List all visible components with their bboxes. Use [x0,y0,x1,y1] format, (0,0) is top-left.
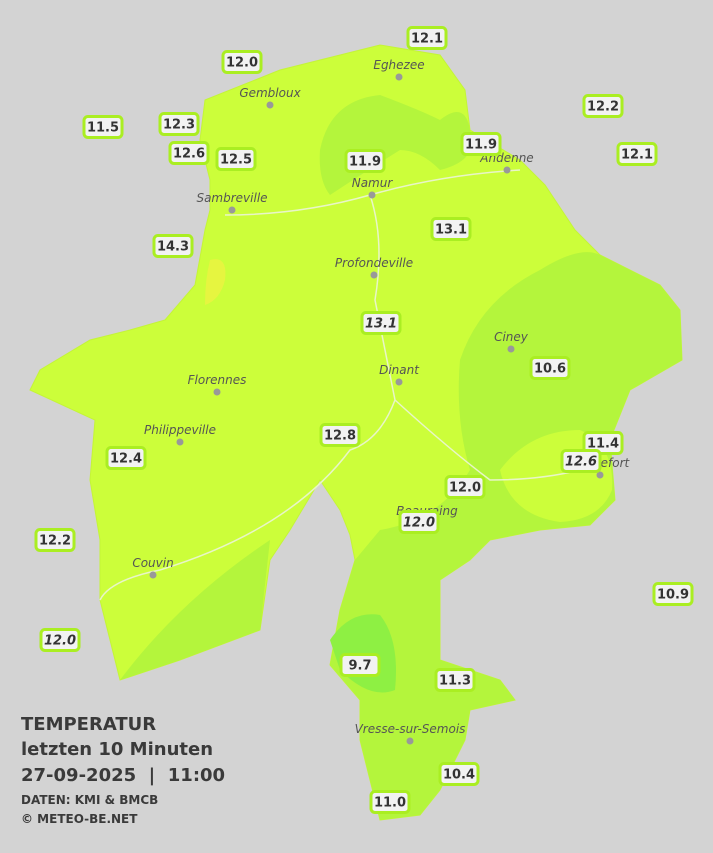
city-dot [266,101,274,109]
station-box [460,132,502,156]
station-box [369,790,411,814]
city-label: Namur [352,176,394,190]
station-value: 10.4 [443,768,475,783]
station-value: 10.9 [657,588,689,603]
station-box [582,94,624,118]
city-label: Profondeville [335,256,413,270]
zone-east [330,252,682,821]
station-box [616,142,658,166]
station-value: 10.6 [534,362,566,377]
station-box [105,446,147,470]
city-dot [596,471,604,479]
station-value: 12.4 [110,452,142,467]
station-value: 12.3 [163,118,195,133]
station-box [434,668,476,692]
zone-southwest [120,540,270,680]
stations: 12.1 12.0 11.5 12.3 12.6 12.5 12.2 12.1 11.9 11.9… [34,26,694,814]
credit: DATEN: KMI & BMCB [21,793,158,807]
station-value: 13.1 [365,317,397,332]
city-dot [395,378,403,386]
station-box [319,423,361,447]
city-label: Florennes [188,373,247,387]
city-label: Ciney [494,330,529,344]
station-box [82,115,124,139]
city-dot [368,191,376,199]
station-box [221,50,263,74]
station-value: 9.7 [348,659,371,674]
city-dot [507,345,515,353]
city-dot [176,438,184,446]
station-box [158,112,200,136]
subtitle: letzten 10 Minuten [21,739,213,760]
station-box [339,653,381,677]
station-value: 11.0 [374,796,406,811]
station-box [652,582,694,606]
station-box [360,311,402,335]
station-value: 11.9 [465,138,497,153]
station-value: 11.3 [439,674,471,689]
city-label: Gembloux [239,86,301,100]
station-box [582,431,624,455]
city-dot [213,388,221,396]
city-label: Philippeville [144,423,216,437]
station-value: 12.0 [449,481,481,496]
station-box [406,26,448,50]
city-dot [503,166,511,174]
station-value: 11.4 [587,437,619,452]
station-value: 13.1 [435,223,467,238]
station-value: 12.0 [226,56,258,71]
station-box [39,628,81,652]
station-box [215,147,257,171]
station-value: 11.9 [349,155,381,170]
station-box [34,528,76,552]
title: TEMPERATUR [21,714,156,735]
station-value: 12.6 [565,455,597,470]
city-label: Dinant [379,363,420,377]
legend: TEMPERATUR letzten 10 Minuten 27-09-2025… [21,714,225,826]
city-label: Eghezee [373,58,424,72]
station-box [430,217,472,241]
station-value: 12.0 [44,634,76,649]
city-dot [149,571,157,579]
city-label: Vresse-sur-Semois [355,722,466,736]
station-box [560,449,602,473]
station-box [438,762,480,786]
timestamp: 27-09-2025 | 11:00 [21,765,225,786]
station-value: 12.1 [411,32,443,47]
station-box [529,356,571,380]
station-value: 12.8 [324,429,356,444]
city-dot [406,737,414,745]
station-box [444,475,486,499]
station-value: 12.5 [220,153,252,168]
city-dot [370,271,378,279]
station-value: 12.0 [403,516,435,531]
station-value: 11.5 [87,121,119,136]
station-value: 12.6 [173,147,205,162]
station-value: 12.2 [39,534,71,549]
city-dot [228,206,236,214]
zone-warm [205,259,226,305]
city-dot [395,73,403,81]
station-box [152,234,194,258]
station-box [398,510,440,534]
station-value: 12.1 [621,148,653,163]
cities: EghezeeGemblouxAndenneNamurSambrevillePr… [132,58,631,745]
city-label: Couvin [132,556,173,570]
station-box [168,141,210,165]
station-box [344,149,386,173]
credit: © METEO-BE.NET [21,812,138,826]
station-value: 12.2 [587,100,619,115]
city-label: Sambreville [196,191,267,205]
station-value: 14.3 [157,240,189,255]
